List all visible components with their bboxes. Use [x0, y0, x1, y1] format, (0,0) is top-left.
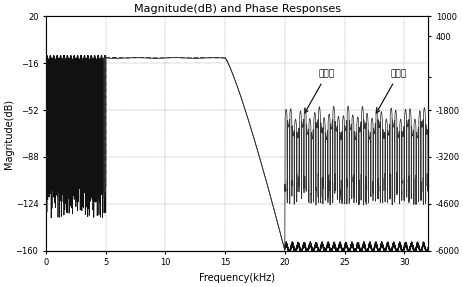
Title: Magnitude(dB) and Phase Responses: Magnitude(dB) and Phase Responses — [133, 4, 340, 14]
Y-axis label: Magritude(dB): Magritude(dB) — [4, 98, 14, 168]
Text: 量化前: 量化前 — [304, 70, 334, 113]
X-axis label: Frequency(kHz): Frequency(kHz) — [199, 273, 275, 283]
Text: 量化后: 量化后 — [375, 70, 406, 113]
